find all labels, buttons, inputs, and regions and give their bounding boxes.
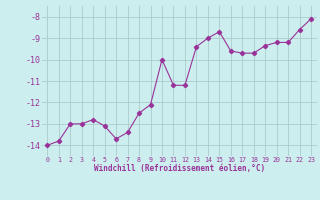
X-axis label: Windchill (Refroidissement éolien,°C): Windchill (Refroidissement éolien,°C): [94, 164, 265, 173]
